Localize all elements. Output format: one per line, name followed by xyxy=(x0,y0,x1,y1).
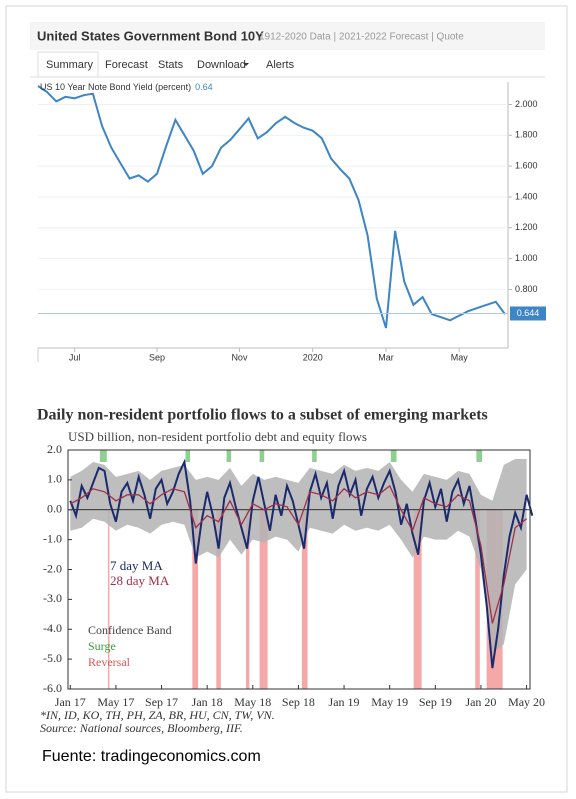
em-subtitle: USD billion, non-resident portfolio debt… xyxy=(68,429,367,444)
surge-span xyxy=(476,450,483,462)
y-tick-label: -4.0 xyxy=(43,621,62,635)
x-tick-label: May 20 xyxy=(508,695,545,709)
x-tick-label: Nov xyxy=(231,352,248,362)
y-tick-label: 1.0 xyxy=(47,472,62,486)
tab[interactable]: Forecast xyxy=(105,59,148,71)
legend-28d: 28 day MA xyxy=(110,573,170,588)
x-tick-label: Jan 19 xyxy=(329,695,360,709)
x-tick-label: Sep 19 xyxy=(419,695,452,709)
x-tick-label: May 18 xyxy=(234,695,271,709)
x-tick-label: Sep 18 xyxy=(282,695,315,709)
surge-span xyxy=(226,450,232,462)
surge-span xyxy=(312,450,317,462)
legend-value: 0.64 xyxy=(195,82,213,92)
x-tick-label: Sep 17 xyxy=(145,695,178,709)
x-tick-label: May 19 xyxy=(371,695,408,709)
y-tick-label: -5.0 xyxy=(43,651,62,665)
bond-subtitle: 1912-2020 Data | 2021-2022 Forecast | Qu… xyxy=(259,32,464,43)
footnote: Source: National sources, Bloomberg, IIF… xyxy=(40,721,243,735)
reversal-span xyxy=(259,509,268,689)
active-tab xyxy=(37,51,99,78)
x-tick-label: May 17 xyxy=(97,695,134,709)
flow-line xyxy=(69,458,534,669)
surge-span xyxy=(390,450,397,462)
surge-span xyxy=(99,450,107,462)
y-tick-label: 2.0 xyxy=(47,442,62,456)
y-tick-label: 0.0 xyxy=(47,502,62,516)
legend-reversal: Reversal xyxy=(88,655,131,669)
em-title: Daily non-resident portfolio flows to a … xyxy=(37,407,488,424)
y-tick-label: 0.800 xyxy=(515,284,538,294)
surge-span xyxy=(259,450,265,462)
confidence-band xyxy=(70,459,527,654)
legend-surge: Surge xyxy=(88,639,116,653)
tab[interactable]: Summary xyxy=(46,59,94,71)
x-tick-label: Jan 18 xyxy=(192,695,223,709)
bond-title: United States Government Bond 10Y xyxy=(37,28,264,43)
legend-band: Confidence Band xyxy=(88,623,172,637)
tab[interactable]: Stats xyxy=(158,59,184,71)
flow-line xyxy=(69,484,528,624)
y-tick-label: 1.200 xyxy=(515,222,538,232)
dropdown-caret xyxy=(243,63,249,66)
footnote: *IN, ID, KO, TH, PH, ZA, BR, HU, CN, TW,… xyxy=(40,708,275,722)
reversal-span xyxy=(192,509,199,689)
y-tick-label: 1.000 xyxy=(515,253,538,263)
caption: Fuente: tradingeconomics.com xyxy=(42,748,261,765)
reversal-span xyxy=(216,509,221,689)
yield-line xyxy=(37,85,506,329)
legend: US 10 Year Note Bond Yield (percent) 0.64 xyxy=(40,82,213,92)
x-tick-label: Sep xyxy=(149,352,165,362)
x-tick-label: Jul xyxy=(69,352,81,362)
y-tick-label: 1.600 xyxy=(515,161,538,171)
reversal-span xyxy=(475,509,480,689)
y-tick-label: 1.800 xyxy=(515,130,538,140)
surge-span xyxy=(185,450,191,462)
last-value-box xyxy=(510,306,546,321)
y-tick-label: -6.0 xyxy=(43,681,62,695)
tab[interactable]: Download xyxy=(197,59,246,71)
tab[interactable]: Alerts xyxy=(266,59,295,71)
widget-header xyxy=(30,22,545,50)
reversal-span xyxy=(413,509,422,689)
reversal-span xyxy=(107,509,110,689)
reversal-span xyxy=(245,509,250,689)
legend-7d: 7 day MA xyxy=(110,558,163,573)
reversal-span xyxy=(301,509,308,689)
x-tick-label: Jan 20 xyxy=(465,695,496,709)
frame xyxy=(5,5,568,793)
y-tick-label: -1.0 xyxy=(43,531,62,545)
y-tick-label: 2.000 xyxy=(515,99,538,109)
y-tick-label: -2.0 xyxy=(43,561,62,575)
y-tick-label: -3.0 xyxy=(43,591,62,605)
x-tick-label: Jan 17 xyxy=(55,695,86,709)
x-tick-label: 2020 xyxy=(303,352,323,362)
legend-label: US 10 Year Note Bond Yield (percent) xyxy=(40,82,191,92)
x-tick-label: Mar xyxy=(378,352,394,362)
x-tick-label: May xyxy=(451,352,469,362)
last-value-label: 0.644 xyxy=(517,308,540,318)
y-tick-label: 1.400 xyxy=(515,191,538,201)
